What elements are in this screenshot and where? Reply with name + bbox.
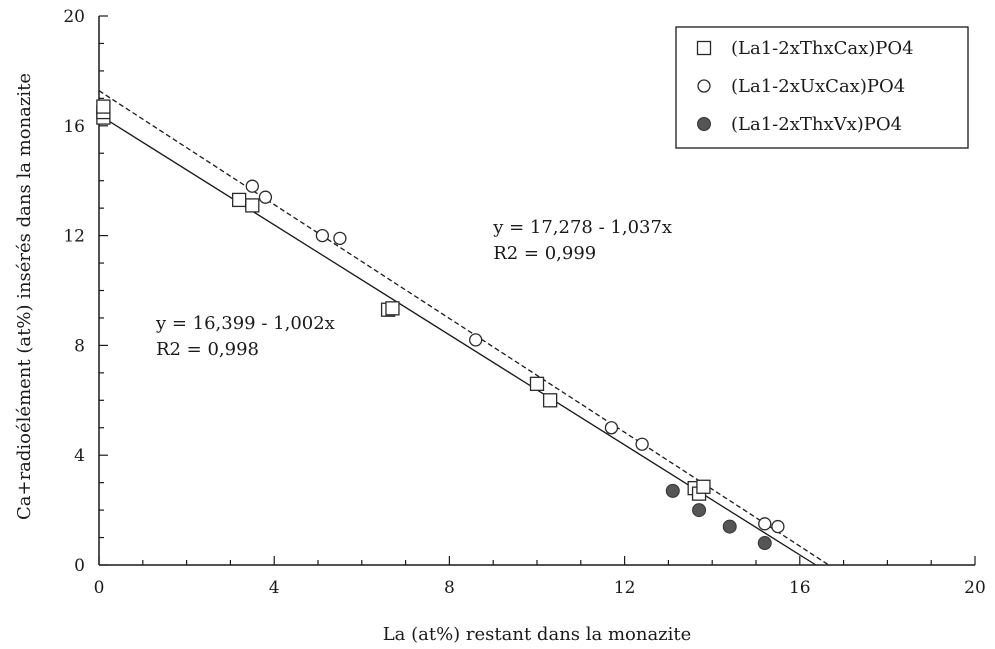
axes: 0 4 8 12 16 20 0 4 8 12 16 20 La (at%) restant dans …: [14, 7, 986, 645]
data-point-series-3: [757, 536, 772, 551]
data-point-series-1: [232, 192, 247, 208]
data-point-series-2: [771, 519, 785, 534]
legend-box: [675, 26, 969, 149]
x-tick-label: 0: [94, 578, 105, 598]
fit-line-dashed: [98, 90, 830, 566]
data-point-series-2: [245, 179, 259, 193]
legend-marker-3: [697, 117, 711, 131]
data-point-series-1: [529, 376, 545, 391]
data-point-series-2: [469, 333, 483, 347]
data-point-series-2: [258, 190, 273, 204]
fit-r2-1: R2 = 0,999: [493, 243, 596, 264]
data-point-series-2: [635, 437, 649, 451]
fit-r2-2: R2 = 0,998: [156, 339, 259, 360]
data-point-series-3: [722, 519, 737, 534]
legend-marker-1: [696, 40, 712, 56]
data-point-series-3: [665, 483, 680, 498]
x-tick-label: 20: [964, 578, 986, 598]
data-point-series-2: [315, 228, 330, 243]
y-tick-label: 12: [63, 227, 85, 247]
data-point-series-2: [333, 231, 347, 245]
legend: (La1-2xThxCax)PO4 (La1-2xUxCax)PO4 (La1-2x…: [675, 26, 969, 149]
data-point-series-1: [245, 198, 260, 213]
y-axis-title: Ca+radioélément (at%) insérés dans la mo…: [14, 73, 35, 520]
fit-equation-1: y = 17,278 - 1,037x: [492, 217, 672, 238]
x-tick-label: 12: [614, 578, 636, 598]
x-tick-label: 16: [789, 578, 811, 598]
legend-label-2: (La1-2xUxCax)PO4: [731, 76, 905, 97]
data-point-series-1: [542, 393, 558, 408]
data-point-series-1: [385, 301, 400, 316]
data-markers: [96, 99, 785, 551]
data-point-series-1: [96, 99, 111, 114]
fit-annotations: y = 17,278 - 1,037x R2 = 0,999 y = 16,399 …: [155, 217, 672, 360]
data-point-series-2: [604, 421, 619, 435]
legend-marker-2: [697, 79, 711, 93]
x-tick-label: 8: [444, 578, 455, 598]
legend-label-3: (La1-2xThxVx)PO4: [731, 114, 902, 135]
legend-label-1: (La1-2xThxCax)PO4: [731, 38, 914, 59]
data-point-series-1: [696, 479, 711, 494]
y-tick-label: 0: [74, 556, 85, 576]
data-point-series-3: [692, 503, 707, 518]
y-tick-label: 8: [74, 336, 85, 356]
x-tick-label: 4: [269, 578, 280, 598]
x-axis-title: La (at%) restant dans la monazite: [383, 624, 692, 645]
fit-equation-2: y = 16,399 - 1,002x: [155, 313, 335, 334]
data-point-series-2: [758, 517, 772, 531]
y-tick-label: 20: [63, 7, 85, 27]
y-tick-label: 16: [63, 117, 85, 137]
y-tick-label: 4: [74, 446, 85, 466]
